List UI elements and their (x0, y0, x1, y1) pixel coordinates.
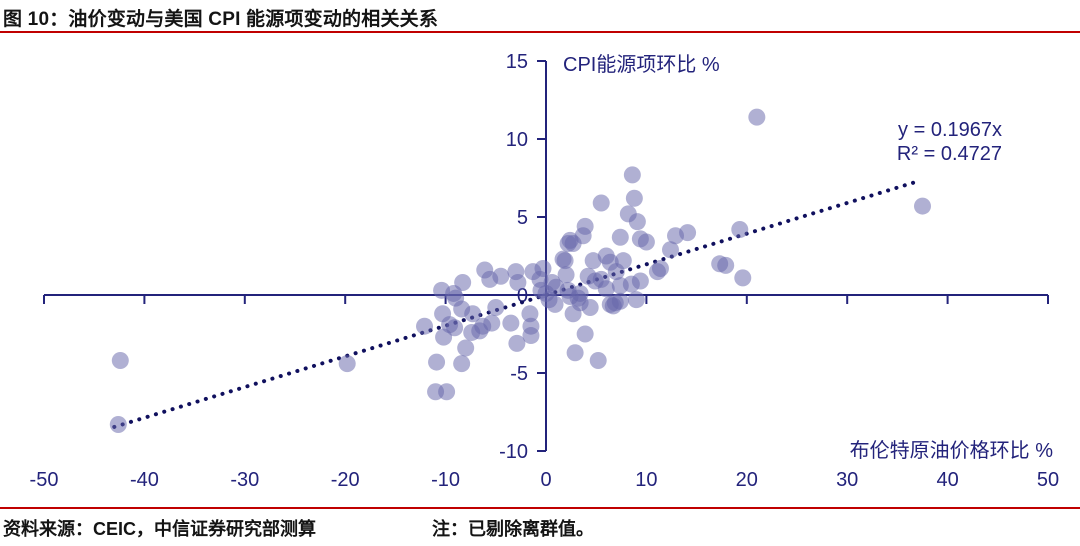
x-tick-label: 40 (936, 469, 958, 491)
scatter-point (581, 298, 599, 316)
scatter-point (557, 266, 575, 284)
scatter-point (446, 319, 464, 337)
scatter-point (566, 344, 584, 362)
scatter-point (509, 274, 527, 292)
scatter-point (508, 334, 526, 352)
x-tick-label: 50 (1037, 469, 1059, 491)
trendline (112, 180, 918, 429)
scatter-point (416, 317, 434, 335)
scatter-point (338, 355, 356, 373)
scatter-point (584, 252, 602, 270)
scatter-point (483, 314, 501, 332)
scatter-point (611, 292, 629, 310)
scatter-point (651, 259, 669, 277)
scatter-point (623, 166, 641, 184)
scatter-point (914, 197, 931, 215)
footer-rule (0, 507, 1080, 509)
scatter-point (464, 305, 482, 323)
scatter-point (628, 213, 646, 231)
scatter-point (492, 267, 510, 285)
scatter-point (637, 233, 655, 251)
scatter-point (748, 108, 766, 126)
x-tick-label: 0 (540, 469, 551, 491)
scatter-point (111, 352, 129, 370)
x-tick-label: -50 (30, 469, 59, 491)
scatter-point (731, 220, 749, 238)
scatter-point (611, 228, 629, 246)
outlier-note: 注：已剔除离群值。 (432, 519, 594, 539)
source-note: 资料来源：CEIC，中信证券研究部测算 (3, 519, 317, 539)
scatter-point (592, 194, 610, 212)
y-tick-label: 0 (517, 285, 528, 307)
y-tick-label: -10 (499, 441, 528, 463)
scatter-point (717, 256, 735, 274)
x-axis-title: 布伦特原油价格环比 % (850, 439, 1054, 462)
scatter-point (576, 325, 594, 343)
y-axis-title: CPI能源项环比 % (563, 53, 720, 76)
scatter-point (457, 339, 475, 357)
figure-title: 图 10：油价变动与美国 CPI 能源项变动的相关关系 (3, 9, 439, 30)
x-tick-label: -30 (230, 469, 259, 491)
scatter-point (438, 383, 456, 401)
trendline-r-squared: R² = 0.4727 (897, 143, 1002, 165)
scatter-point (502, 314, 520, 332)
scatter-point (534, 259, 552, 277)
scatter-point (661, 241, 679, 259)
scatter-point (627, 291, 645, 309)
scatter-point (625, 189, 643, 207)
scatter-point (522, 327, 540, 345)
scatter-point (487, 298, 505, 316)
y-tick-label: -5 (510, 363, 528, 385)
scatter-point (576, 217, 594, 235)
scatter-point (521, 305, 539, 323)
scatter-point (614, 252, 632, 270)
scatter-point (109, 415, 127, 433)
y-tick-label: 5 (517, 207, 528, 229)
x-tick-label: -40 (130, 469, 159, 491)
x-tick-label: 20 (736, 469, 758, 491)
scatter-point (679, 224, 697, 242)
y-tick-label: 10 (506, 129, 528, 151)
scatter-point (597, 280, 615, 298)
y-tick-label: 15 (506, 51, 528, 73)
scatter-point (428, 353, 446, 371)
trendline-equation: y = 0.1967x (898, 119, 1002, 141)
x-tick-label: -10 (431, 469, 460, 491)
scatter-point (454, 274, 472, 292)
scatter-point (546, 295, 564, 313)
scatter-point (631, 272, 649, 290)
scatter-point (734, 269, 752, 287)
x-tick-label: 30 (836, 469, 858, 491)
scatter-point (556, 252, 574, 270)
x-tick-label: 10 (635, 469, 657, 491)
title-underline (0, 31, 1080, 33)
x-tick-label: -20 (331, 469, 360, 491)
scatter-point (453, 355, 471, 373)
scatter-point (589, 352, 607, 370)
